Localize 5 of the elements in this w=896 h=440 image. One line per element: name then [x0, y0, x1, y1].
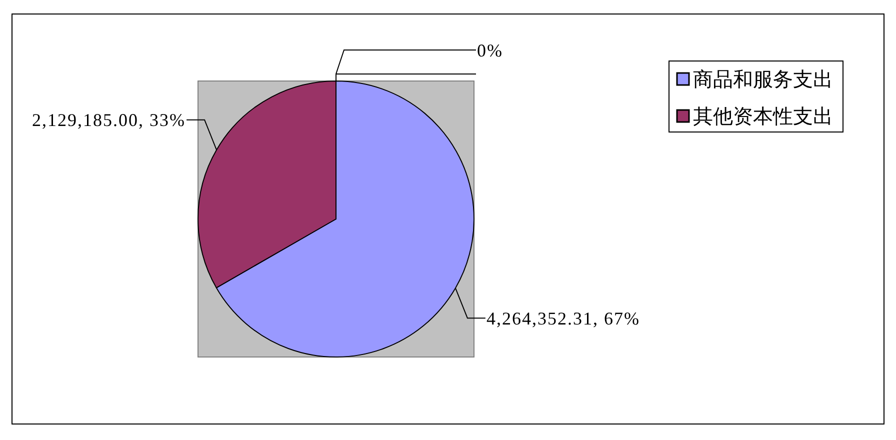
text: 0%	[477, 40, 503, 60]
data-label: 2,129,185.00, 33%	[32, 110, 186, 130]
legend-label: 其他资本性支出	[693, 106, 833, 128]
data-label: 4,264,352.31, 67%	[486, 308, 640, 328]
legend-label: 商品和服务支出	[693, 69, 833, 92]
